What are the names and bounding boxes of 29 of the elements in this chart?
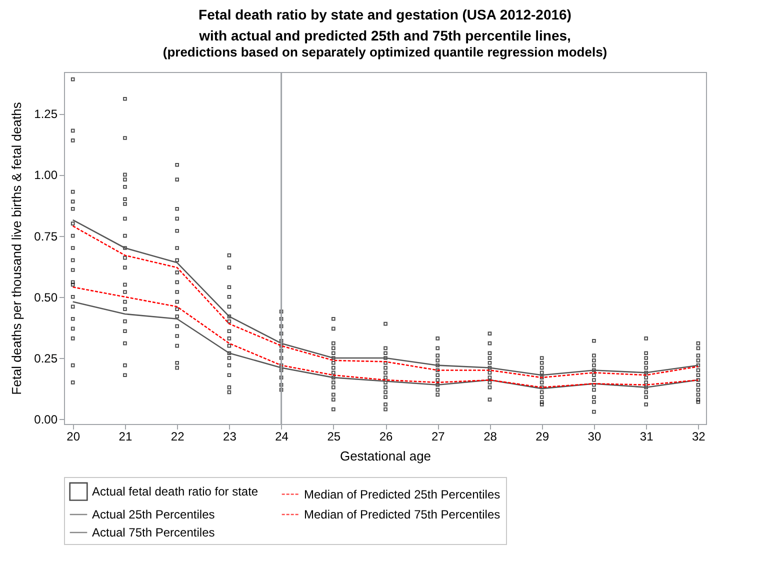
x-tick-label: 22	[170, 430, 185, 444]
y-axis-title: Fetal deaths per thousand live births & fetal deaths	[9, 102, 24, 395]
x-tick-label: 24	[275, 430, 289, 444]
x-tick-label: 21	[118, 430, 132, 444]
chart-subtitle: (predictions based on separately optimized quantile regression models)	[162, 44, 608, 60]
x-tick-label: 31	[640, 430, 654, 444]
x-tick-label: 29	[536, 430, 550, 444]
x-tick-label: 26	[379, 430, 394, 444]
y-tick-label: 1.00	[34, 168, 58, 182]
x-tick-label: 23	[223, 430, 237, 444]
line-series	[72, 301, 699, 390]
x-tick-label: 25	[327, 430, 341, 444]
x-tick-label: 32	[692, 430, 706, 444]
x-tick-label: 20	[66, 430, 80, 444]
chart-title: Fetal death ratio by state and gestation (USA 2012-2016) with actual and predicted 25th and 75th percentile lines,	[198, 6, 572, 44]
y-tick-label: 0.50	[34, 290, 58, 304]
legend-label: Actual 25th Percentiles	[92, 508, 215, 522]
y-tick-label: 1.25	[34, 107, 58, 122]
legend-label: Median of Predicted 75th Percentiles	[304, 508, 500, 522]
legend-label: Actual 75th Percentiles	[92, 526, 215, 540]
x-axis-title: Gestational age	[340, 448, 432, 464]
legend-label: Median of Predicted 25th Percentiles	[304, 487, 500, 502]
x-tick-label: 30	[588, 430, 602, 444]
x-tick-label: 28	[484, 430, 498, 444]
x-tick-label: 27	[431, 430, 446, 444]
y-tick-label: 0.00	[34, 412, 58, 427]
legend-label: Actual fetal death ratio for state	[92, 484, 258, 499]
y-tick-label: 0.25	[34, 352, 58, 366]
y-tick-label: 0.75	[34, 229, 58, 244]
